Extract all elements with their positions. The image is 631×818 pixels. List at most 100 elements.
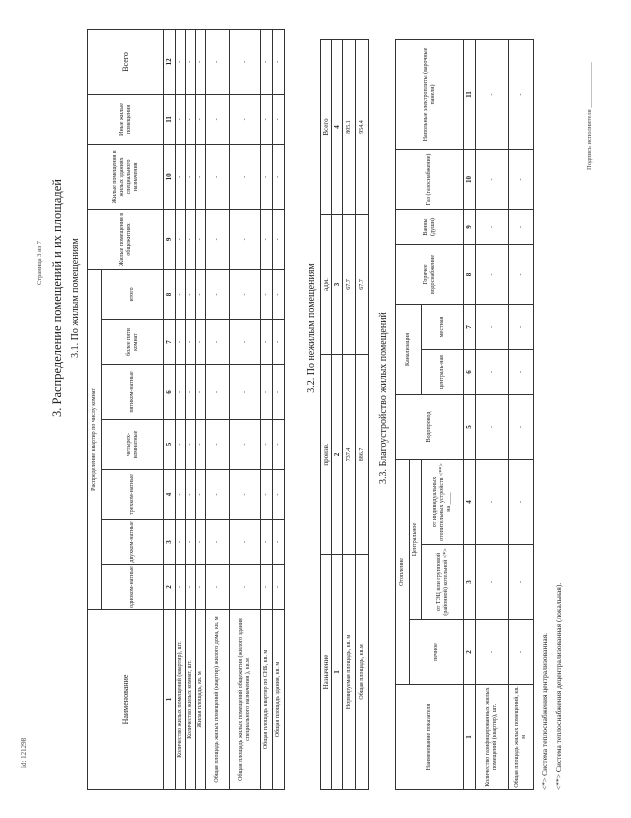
cell-value: -: [508, 349, 534, 395]
cell-value: -: [229, 319, 261, 365]
cell-value: -: [272, 29, 285, 95]
cell-value: -: [260, 29, 273, 95]
column-header: Жилые помещения в жилых зданиях специаль…: [87, 144, 164, 210]
cell-value: -: [185, 519, 196, 565]
cell-value: -: [475, 544, 509, 620]
cell-value: 886.7: [355, 354, 369, 555]
cell-value: -: [229, 469, 261, 520]
table-row: Общая площадь жилых помещений общежития …: [229, 29, 261, 790]
column-header: двухком-натные: [101, 519, 164, 565]
cell-value: -: [185, 144, 196, 210]
row-label: Нормируемая площадь, кв. м: [342, 554, 356, 790]
cell-value: -: [260, 364, 273, 420]
cell-value: -: [175, 564, 186, 610]
column-number: 7: [163, 319, 176, 365]
cell-value: -: [508, 619, 534, 685]
cell-value: -: [272, 364, 285, 420]
row-label: Общая площадь квартир по СНБ, кв. м: [260, 609, 273, 790]
column-header: Жилые помещения в общежитиях: [87, 209, 164, 270]
cell-value: -: [272, 269, 285, 320]
cell-value: -: [195, 364, 206, 420]
table-row: Общая площадь жилых помещений, кв. м----…: [508, 39, 534, 790]
cell-value: -: [205, 29, 230, 95]
cell-value: -: [475, 244, 509, 305]
cell-value: -: [229, 519, 261, 565]
document-id: id: 121298: [20, 737, 28, 768]
cell-value: -: [195, 519, 206, 565]
column-header: печное: [409, 619, 464, 685]
column-number: 10: [163, 144, 176, 210]
cell-value: -: [229, 419, 261, 470]
cell-value: -: [195, 469, 206, 520]
footnote: <*> Система теплоснабжения централизован…: [540, 632, 549, 790]
cell-value: -: [195, 319, 206, 365]
cell-value: -: [175, 29, 186, 95]
column-header: пятиком-натные: [101, 364, 164, 420]
cell-value: -: [229, 209, 261, 270]
cell-value: -: [185, 269, 196, 320]
column-header: Водопровод: [395, 394, 464, 460]
cell-value: -: [185, 209, 196, 270]
table-row: Жилая площадь, кв. м-----------: [195, 29, 206, 790]
cell-value: -: [205, 269, 230, 320]
column-number: 11: [163, 94, 176, 145]
cell-value: -: [229, 94, 261, 145]
cell-value: -: [205, 94, 230, 145]
column-number: 2: [331, 354, 343, 555]
table-row: Количество жилых комнат, шт. - - - - - - - - - - -: [185, 29, 196, 790]
cell-value: -: [175, 419, 186, 470]
row-label: Количество газифицированных жилых помеще…: [475, 684, 509, 790]
cell-value: -: [508, 209, 534, 245]
cell-value: 67.7: [355, 214, 369, 355]
residential-table: Наименование Распределение квартир по чи…: [87, 29, 285, 790]
cell-value: -: [205, 209, 230, 270]
column-header: Наименование: [87, 609, 164, 790]
column-number: 4: [331, 39, 343, 215]
cell-value: -: [175, 144, 186, 210]
column-header: одноком-натные: [101, 564, 164, 610]
column-number: 5: [463, 394, 476, 460]
row-label: Общая площадь жилых помещений (квартир) …: [205, 609, 230, 790]
column-header: местная: [421, 304, 464, 350]
table-row: Общая площадь здания, кв. м-----------: [272, 29, 285, 790]
column-number: 7: [463, 304, 476, 350]
cell-value: -: [508, 394, 534, 460]
column-number: 6: [163, 364, 176, 420]
cell-value: -: [508, 149, 534, 210]
cell-value: -: [205, 519, 230, 565]
cell-value: -: [272, 519, 285, 565]
column-number: 2: [463, 619, 476, 685]
nonresidential-heading: 3.2. По нежилым помещениям: [306, 263, 317, 393]
cell-value: -: [205, 319, 230, 365]
cell-value: -: [175, 209, 186, 270]
cell-value: -: [272, 564, 285, 610]
cell-value: -: [272, 469, 285, 520]
cell-value: 805.1: [342, 39, 356, 215]
cell-value: -: [205, 469, 230, 520]
cell-value: 954.4: [355, 39, 369, 215]
page-number: Страница 3 из 7: [36, 240, 43, 286]
cell-value: -: [508, 244, 534, 305]
section-title: 3. Распределение помещений и их площадей: [50, 179, 64, 417]
column-header: Наименование показателя: [395, 684, 464, 790]
cell-value: -: [205, 419, 230, 470]
row-label: Жилая площадь, кв. м: [195, 609, 206, 790]
column-header: адм.: [320, 214, 332, 355]
column-header: более пяти комнат: [101, 319, 164, 365]
cell-value: -: [175, 319, 186, 365]
column-number-row: 1 2 3 4 5 6 7 8 9 10 11: [463, 39, 476, 790]
cell-value: -: [185, 564, 196, 610]
cell-value: -: [272, 319, 285, 365]
cell-value: -: [185, 469, 196, 520]
cell-value: -: [175, 364, 186, 420]
cell-value: -: [195, 564, 206, 610]
column-number: 11: [463, 39, 476, 150]
row-label: Общая площадь жилых помещений общежития …: [229, 609, 261, 790]
column-number: 3: [331, 214, 343, 355]
cell-value: -: [272, 94, 285, 145]
cell-value: -: [260, 564, 273, 610]
cell-value: -: [175, 94, 186, 145]
cell-value: -: [260, 319, 273, 365]
cell-value: -: [272, 209, 285, 270]
